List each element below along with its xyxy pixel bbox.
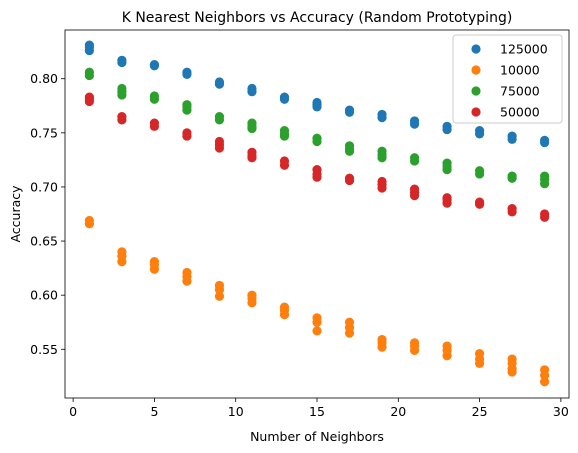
legend-label: 75000 [500,84,540,99]
y-tick-label: 0.65 [30,234,58,249]
data-point [149,61,160,71]
data-point [247,153,257,163]
data-point [344,107,355,117]
data-point [312,326,322,336]
x-tick-label: 0 [69,404,77,419]
legend: 125000 10000 75000 50000 [452,34,563,124]
data-point [409,119,420,129]
data-point [247,87,257,97]
data-point [312,317,322,327]
x-axis-label: Number of Neighbors [250,429,384,444]
x-tick-label: 20 [390,404,406,419]
points-layer [84,40,550,387]
y-tick-label: 0.70 [30,179,58,194]
data-point [540,377,550,387]
data-point [214,79,225,89]
data-point [247,298,257,308]
data-point [279,131,290,141]
data-point [377,153,387,163]
data-point [247,123,257,134]
y-axis: 0.55 0.60 0.65 0.70 0.75 0.80 [30,71,65,357]
data-point [507,367,517,377]
data-point [84,70,94,81]
data-point [409,156,420,166]
x-tick-label: 10 [228,404,244,419]
data-point [442,165,452,175]
data-point [409,345,420,355]
data-point [344,175,355,186]
data-point [214,285,225,295]
chart-title: K Nearest Neighbors vs Accuracy (Random … [122,10,513,26]
data-point [507,207,517,217]
data-point [117,115,127,125]
y-axis-label: Accuracy [8,185,23,243]
data-point [344,328,355,338]
x-axis: 0 5 10 15 20 25 30 [69,398,569,419]
data-point [84,45,94,56]
x-tick-label: 5 [150,404,158,419]
data-point [377,183,387,193]
data-point [377,342,387,352]
legend-marker [471,65,481,75]
data-point [149,121,160,131]
data-point [117,257,127,267]
y-tick-label: 0.75 [30,125,58,140]
data-point [474,358,485,368]
data-point [214,143,225,153]
legend-box [452,34,563,124]
data-point [182,69,192,79]
legend-marker [471,107,481,117]
data-point [377,113,387,123]
data-point [214,291,225,301]
data-point [507,134,517,144]
data-point [279,310,290,320]
data-point [149,94,160,104]
data-point [540,212,550,222]
data-point [540,137,550,148]
y-tick-label: 0.60 [30,288,58,303]
data-point [312,102,322,112]
y-tick-label: 0.80 [30,71,58,86]
data-point [312,136,322,147]
data-point [474,129,485,139]
legend-label: 125000 [500,42,548,57]
data-point [474,199,485,209]
data-point [84,219,94,229]
data-point [84,96,94,107]
data-point [182,131,192,141]
x-tick-label: 15 [309,404,325,419]
data-point [182,105,192,115]
data-point [279,160,290,170]
data-point [279,94,290,104]
data-point [540,179,550,189]
data-point [540,370,550,380]
data-point [409,191,420,201]
data-point [344,146,355,156]
data-point [182,276,192,286]
data-point [442,198,452,208]
legend-label: 10000 [500,63,540,78]
legend-marker [471,44,481,54]
x-tick-label: 30 [553,404,569,419]
data-point [474,169,485,179]
y-tick-label: 0.55 [30,342,58,357]
x-tick-label: 25 [472,404,488,419]
legend-marker [471,86,481,96]
data-point [442,124,452,135]
data-point [442,351,452,361]
data-point [149,264,160,274]
legend-label: 50000 [500,105,540,120]
data-point [312,172,322,182]
data-point [507,173,517,183]
data-point [117,90,127,100]
data-point [214,115,225,125]
data-point [117,57,127,68]
